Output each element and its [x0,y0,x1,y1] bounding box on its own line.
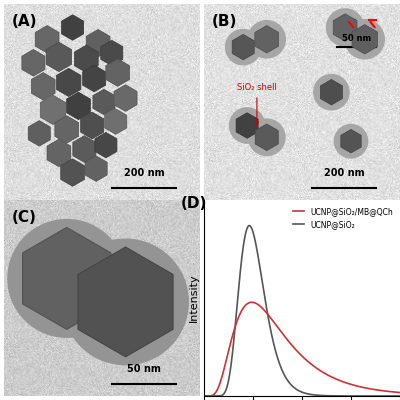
Legend: UCNP@SiO₂/MB@QCh, UCNP@SiO₂: UCNP@SiO₂/MB@QCh, UCNP@SiO₂ [290,204,396,232]
Circle shape [63,239,188,365]
Polygon shape [22,228,111,329]
Text: (C): (C) [12,210,37,225]
Polygon shape [236,113,258,138]
Text: 200 nm: 200 nm [124,168,164,178]
Polygon shape [47,139,71,167]
Polygon shape [93,89,115,115]
Text: 50 nm: 50 nm [127,364,161,374]
Circle shape [326,9,364,46]
Text: 200 nm: 200 nm [324,168,364,178]
Polygon shape [333,14,357,41]
Polygon shape [86,30,110,57]
Polygon shape [73,136,96,162]
Circle shape [345,20,384,59]
Polygon shape [31,73,55,100]
Polygon shape [232,34,254,60]
Polygon shape [341,130,361,153]
Polygon shape [101,40,123,66]
Polygon shape [61,159,84,186]
Polygon shape [85,156,107,181]
Polygon shape [255,26,279,53]
Polygon shape [255,124,278,151]
Polygon shape [78,247,173,357]
Polygon shape [106,59,130,86]
Circle shape [248,21,285,58]
Circle shape [8,220,126,337]
Polygon shape [62,15,84,40]
Polygon shape [35,26,59,53]
Polygon shape [40,95,66,124]
Text: (B): (B) [212,14,237,29]
Polygon shape [56,68,81,96]
Polygon shape [352,24,378,54]
Circle shape [334,124,368,158]
Polygon shape [114,85,137,112]
Polygon shape [66,92,90,120]
Text: SiO₂ shell: SiO₂ shell [237,83,277,126]
Polygon shape [74,45,98,73]
Circle shape [248,119,285,156]
Polygon shape [22,50,45,76]
Circle shape [230,108,265,143]
Text: (D): (D) [180,196,207,211]
Text: 50 nm: 50 nm [342,34,372,43]
Circle shape [314,74,349,110]
Y-axis label: Intensity: Intensity [188,274,198,322]
Polygon shape [55,116,79,143]
Polygon shape [105,109,127,134]
Polygon shape [81,112,104,139]
Polygon shape [95,132,117,158]
Circle shape [226,30,261,65]
Polygon shape [320,80,342,105]
Polygon shape [83,65,106,92]
Polygon shape [28,121,50,146]
Text: (A): (A) [12,14,37,29]
Polygon shape [46,42,72,72]
